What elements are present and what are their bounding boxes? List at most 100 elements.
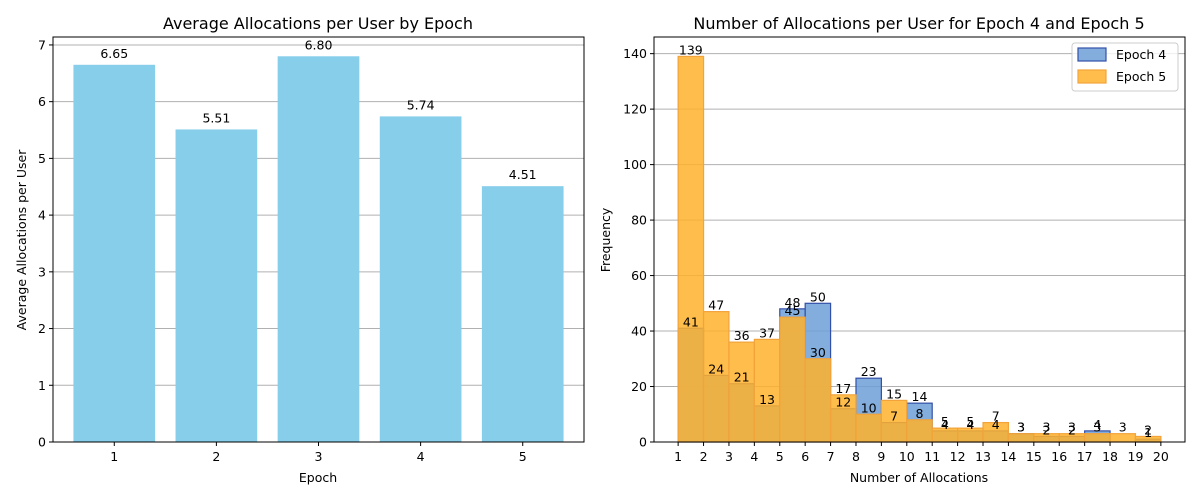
bar-value-label: 6.80 [305, 37, 333, 52]
epoch5-bar [753, 338, 781, 443]
y-tick-label: 5 [38, 151, 46, 166]
epoch5-value-label: 37 [759, 325, 775, 340]
x-tick-label: 1 [674, 449, 682, 464]
epoch4-value-label: 23 [861, 364, 877, 379]
x-tick-label: 11 [924, 449, 940, 464]
epoch5-bar [1007, 433, 1035, 443]
x-tick-label: 5 [776, 449, 784, 464]
chart-allocation-histogram: Number of Allocations per User for Epoch… [598, 14, 1186, 485]
y-tick-label: 1 [38, 378, 46, 393]
bar [277, 56, 360, 443]
chart-average-allocations: Average Allocations per User by Epoch Ep… [14, 14, 585, 485]
y-tick-label: 0 [38, 435, 46, 450]
epoch5-value-label: 7 [992, 409, 1000, 424]
y-axis-label: Average Allocations per User [14, 149, 29, 331]
epoch5-value-label: 8 [916, 406, 924, 421]
y-tick-label: 80 [631, 213, 647, 228]
chart-title: Average Allocations per User by Epoch [163, 14, 473, 33]
x-tick-label: 18 [1102, 449, 1118, 464]
x-tick-label: 2 [212, 449, 220, 464]
bar-value-label: 5.74 [407, 97, 435, 112]
x-tick-label: 13 [975, 449, 991, 464]
epoch5-bar [906, 419, 933, 443]
legend-label-epoch4: Epoch 4 [1116, 47, 1166, 62]
legend-swatch-epoch4 [1077, 47, 1107, 62]
bar-value-label: 5.51 [202, 110, 230, 125]
epoch5-bars [677, 55, 1162, 443]
epoch5-value-label: 10 [861, 400, 877, 415]
y-tick-label: 20 [631, 379, 647, 394]
y-tick-label: 3 [38, 264, 46, 279]
data-labels: 6.65 5.51 6.80 5.74 4.51 [100, 37, 536, 182]
y-tick-label: 0 [639, 435, 647, 450]
y-tick-label: 4 [38, 208, 46, 223]
epoch5-value-label: 139 [679, 42, 703, 57]
x-tick-label: 4 [750, 449, 758, 464]
legend-label-epoch5: Epoch 5 [1116, 69, 1166, 84]
bar [175, 129, 258, 442]
epoch5-value-label: 30 [810, 345, 826, 360]
epoch5-value-label: 3 [1017, 420, 1025, 435]
epoch5-value-label: 3 [1043, 420, 1051, 435]
y-tick-label: 60 [631, 268, 647, 283]
bar [379, 116, 462, 442]
x-tick-label: 4 [417, 449, 425, 464]
bar [73, 64, 156, 442]
epoch4-value-label: 4 [992, 417, 1000, 432]
bar [481, 186, 564, 442]
epoch5-value-label: 47 [708, 298, 724, 313]
legend-swatch-epoch5 [1077, 69, 1107, 84]
x-tick-label: 10 [899, 449, 915, 464]
y-tick-label: 7 [38, 37, 46, 52]
y-tick-label: 40 [631, 324, 647, 339]
epoch4-value-label: 2 [1043, 422, 1051, 437]
epoch4-value-label: 3 [1017, 420, 1025, 435]
x-tick-label: 3 [725, 449, 733, 464]
epoch4-value-label: 14 [912, 389, 928, 404]
legend: Epoch 4 Epoch 5 [1071, 42, 1179, 92]
y-tick-label: 120 [623, 102, 647, 117]
plot-frame [52, 36, 585, 443]
epoch5-bar [855, 413, 882, 443]
gridlines [654, 53, 1185, 443]
x-tick-label: 7 [827, 449, 835, 464]
x-tick-label: 6 [801, 449, 809, 464]
axis-ticks: 0 1 2 3 4 5 6 7 1 2 3 4 5 [38, 37, 527, 464]
epoch4-value-label: 4 [1093, 417, 1101, 432]
x-tick-label: 9 [877, 449, 885, 464]
y-axis-label: Frequency [598, 207, 613, 272]
epoch4-value-label: 24 [708, 361, 724, 376]
x-axis-label: Number of Allocations [850, 470, 988, 485]
epoch5-value-label: 3 [1119, 420, 1127, 435]
x-tick-label: 20 [1153, 449, 1169, 464]
epoch4-value-label: 7 [890, 409, 898, 424]
bars [73, 56, 564, 443]
y-tick-label: 140 [623, 46, 647, 61]
bar-value-label: 6.65 [100, 46, 128, 61]
epoch5-bar [702, 311, 730, 443]
epoch4-value-label: 41 [683, 314, 699, 329]
x-axis-label: Epoch [299, 470, 337, 485]
epoch4-value-label: 13 [759, 392, 775, 407]
epoch5-bar [1084, 433, 1111, 443]
y-tick-label: 2 [38, 321, 46, 336]
epoch5-bar [677, 55, 705, 443]
epoch5-bar [728, 341, 755, 443]
epoch4-value-label: 4 [941, 417, 949, 432]
x-tick-label: 15 [1026, 449, 1042, 464]
epoch5-value-label: 3 [1068, 420, 1076, 435]
epoch5-value-label: 5 [941, 414, 949, 429]
plot-frame [653, 36, 1186, 443]
x-tick-label: 12 [950, 449, 966, 464]
epoch5-value-label: 17 [835, 381, 851, 396]
epoch5-bar [804, 358, 832, 443]
y-tick-label: 100 [623, 157, 647, 172]
x-tick-label: 3 [315, 449, 323, 464]
epoch4-value-label: 1 [1144, 425, 1152, 440]
x-tick-label: 8 [852, 449, 860, 464]
epoch5-value-label: 3 [1093, 420, 1101, 435]
epoch4-value-label: 2 [1068, 422, 1076, 437]
epoch4-value-label: 48 [785, 295, 801, 310]
